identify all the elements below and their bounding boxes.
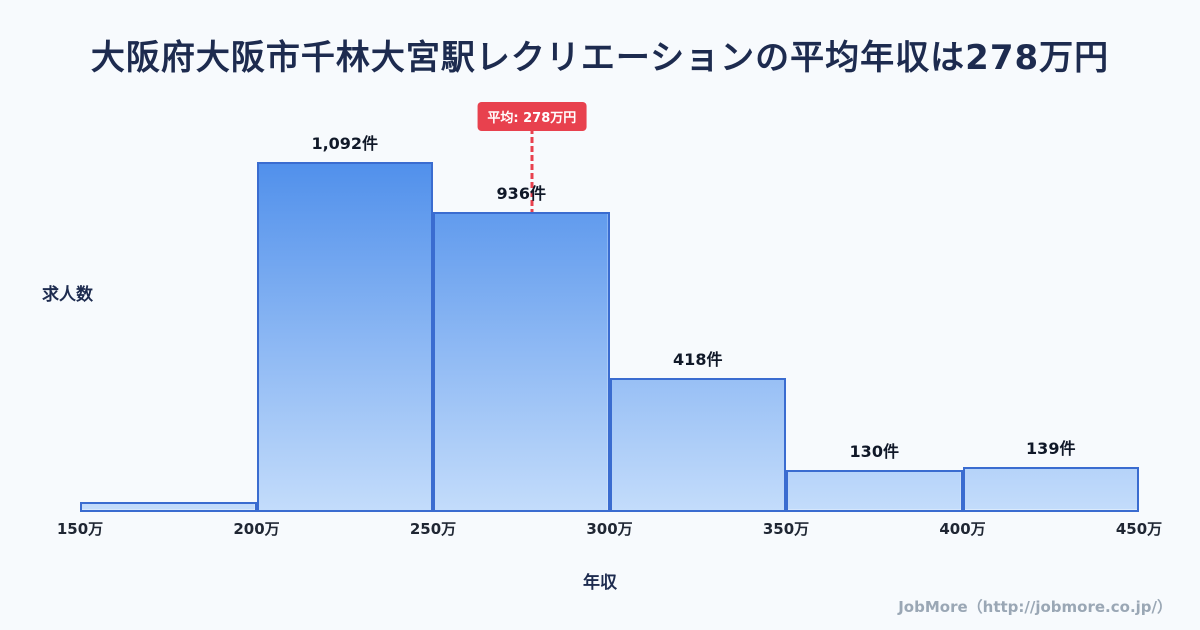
histogram-bar <box>256 162 433 512</box>
average-badge: 平均: 278万円 <box>477 102 587 131</box>
histogram-bar <box>962 467 1139 512</box>
y-axis-label: 求人数 <box>42 285 93 305</box>
bar-value-label: 1,092件 <box>311 134 379 153</box>
x-tick-label: 400万 <box>939 520 986 538</box>
page-title: 大阪府大阪市千林大宮駅レクリエーションの平均年収は278万円 <box>90 38 1110 78</box>
x-tick-label: 200万 <box>233 520 280 538</box>
x-tick-label: 300万 <box>586 520 633 538</box>
bar-value-label: 936件 <box>496 184 546 203</box>
histogram-plot-area: 平均: 278万円 1,092件 936件 418件 130件 139件 150万 200万… <box>57 100 1162 538</box>
histogram-bar <box>609 378 786 512</box>
x-tick-label: 250万 <box>409 520 457 538</box>
histogram-bar <box>786 470 963 512</box>
footer-credit: JobMore（http://jobmore.co.jp/） <box>898 598 1172 616</box>
x-axis-label: 年収 <box>583 573 617 593</box>
bar-value-label: 130件 <box>849 442 899 462</box>
x-tick-label: 150万 <box>56 520 104 538</box>
histogram-bar <box>433 212 610 512</box>
x-tick-label: 450万 <box>1115 520 1163 538</box>
x-tick-label: 350万 <box>762 520 810 538</box>
bar-value-label: 139件 <box>1026 439 1076 459</box>
histogram-bar <box>80 502 257 512</box>
bar-value-label: 418件 <box>673 350 723 370</box>
